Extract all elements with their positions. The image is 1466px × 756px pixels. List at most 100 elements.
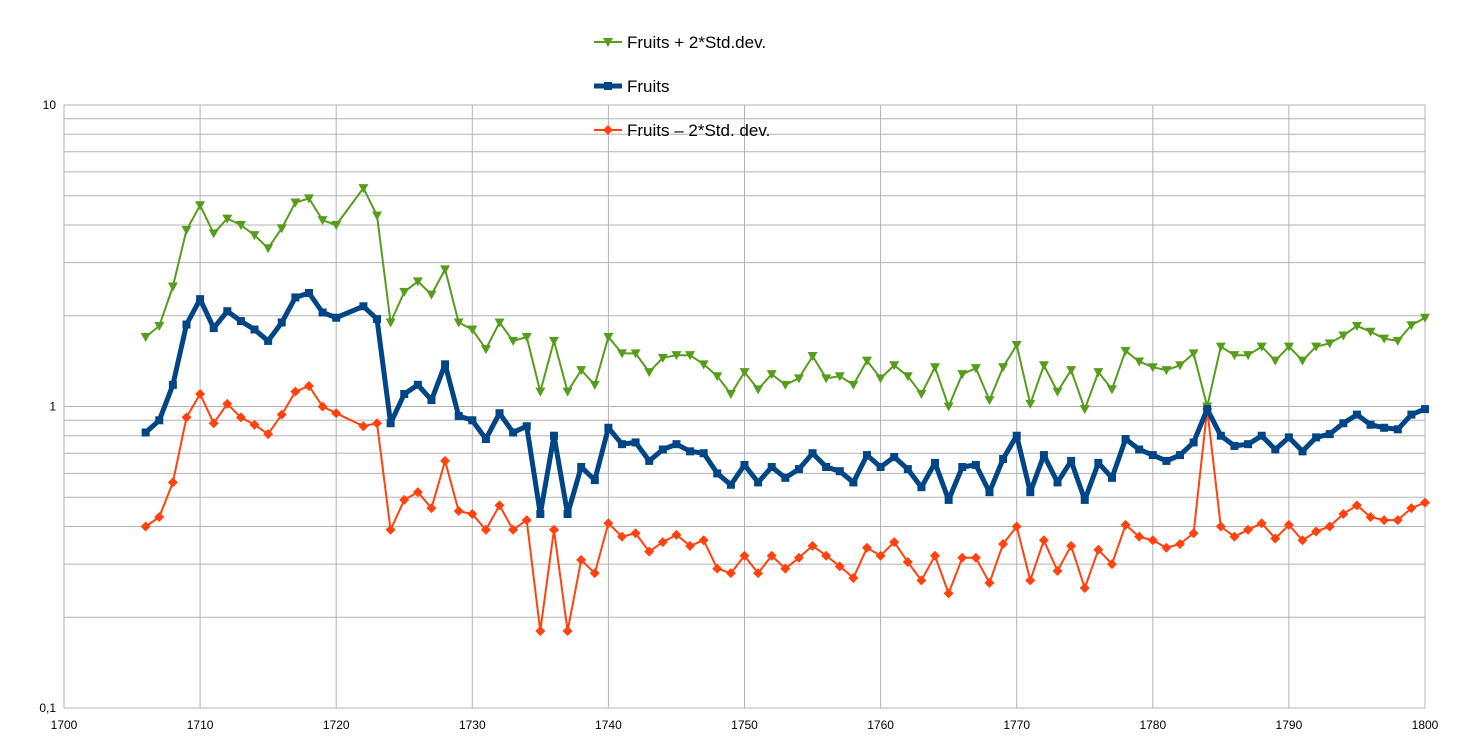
data-point (889, 361, 900, 371)
data-point (1379, 515, 1390, 526)
data-point (739, 550, 750, 561)
data-point (902, 556, 913, 567)
data-point (1052, 387, 1063, 397)
data-point (1175, 538, 1186, 549)
data-point (576, 366, 587, 376)
data-point (1215, 342, 1226, 352)
data-point (930, 363, 941, 373)
data-point (657, 537, 668, 548)
x-tick-label: 1720 (323, 718, 350, 732)
data-point (713, 469, 722, 478)
data-point (562, 387, 573, 397)
data-point (685, 540, 696, 551)
data-point (875, 374, 886, 384)
data-point (1380, 423, 1389, 432)
data-point (1271, 445, 1280, 454)
data-point (957, 370, 968, 380)
data-point (167, 282, 178, 292)
data-point (984, 577, 995, 588)
data-point (821, 550, 832, 561)
data-point (331, 408, 342, 419)
data-point (467, 325, 478, 335)
data-point (453, 318, 464, 328)
data-point (1025, 575, 1036, 586)
series-2 (140, 380, 1430, 637)
data-point (957, 552, 968, 563)
data-point (657, 353, 668, 363)
data-point (1366, 420, 1375, 429)
data-point (1365, 327, 1376, 337)
data-point (834, 561, 845, 572)
legend-swatch-marker (604, 82, 612, 90)
data-point (876, 462, 885, 471)
data-point (441, 360, 450, 369)
data-point (589, 380, 600, 390)
data-point (1393, 425, 1402, 434)
x-tick-label: 1760 (867, 718, 894, 732)
data-point (522, 422, 531, 431)
data-point (1134, 531, 1145, 542)
data-point (834, 372, 845, 382)
data-point (1324, 521, 1335, 532)
data-point (195, 389, 206, 400)
data-point (1420, 497, 1430, 508)
data-point (576, 554, 587, 565)
data-point (1094, 458, 1103, 467)
data-point (671, 529, 682, 540)
data-point (793, 552, 804, 563)
data-point (604, 423, 613, 432)
data-point (1189, 438, 1198, 447)
data-point (1120, 346, 1131, 356)
data-point (182, 320, 191, 329)
data-point (277, 318, 286, 327)
data-point (1324, 339, 1335, 349)
data-point (1203, 405, 1212, 414)
data-point (290, 386, 301, 397)
data-point (916, 575, 927, 586)
data-point (1352, 410, 1361, 419)
data-point (617, 349, 628, 359)
legend-label: Fruits (627, 77, 670, 96)
data-point (1256, 518, 1267, 529)
data-point (644, 368, 655, 378)
data-point (985, 488, 994, 497)
data-point (291, 293, 300, 302)
data-point (181, 225, 192, 235)
data-point (630, 528, 641, 539)
data-point (739, 368, 750, 378)
legend-swatch-marker (603, 38, 613, 47)
data-point (1283, 342, 1294, 352)
data-point (141, 428, 150, 437)
data-point (412, 277, 423, 287)
data-point (536, 509, 545, 518)
data-point (562, 626, 573, 637)
data-point (998, 363, 1009, 373)
data-point (1161, 366, 1172, 376)
data-point (766, 370, 777, 380)
data-point (222, 398, 233, 409)
data-point (426, 503, 437, 514)
data-point (958, 462, 967, 471)
data-point (780, 563, 791, 574)
data-point (861, 356, 872, 366)
data-point (822, 462, 831, 471)
data-point (618, 440, 627, 449)
series-1 (141, 288, 1429, 518)
data-point (685, 351, 696, 361)
data-point (1311, 342, 1322, 352)
data-point (140, 333, 151, 343)
data-point (698, 360, 709, 370)
data-point (480, 345, 491, 355)
data-point (725, 568, 736, 579)
data-point (1298, 447, 1307, 456)
data-point (317, 401, 328, 412)
data-point (917, 483, 926, 492)
data-point (440, 455, 451, 466)
data-point (1038, 361, 1049, 371)
gridlines (63, 104, 1426, 709)
data-point (440, 265, 451, 275)
data-point (712, 372, 723, 382)
data-point (508, 524, 519, 535)
data-point (413, 380, 422, 389)
data-point (303, 194, 314, 204)
